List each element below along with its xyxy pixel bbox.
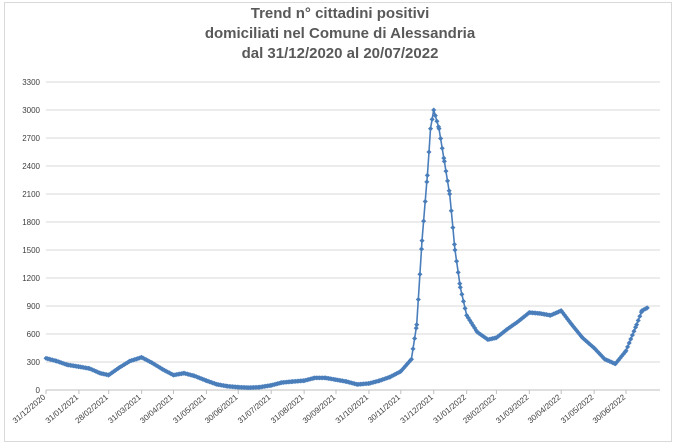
y-tick-label: 600 — [27, 330, 41, 339]
series-path — [45, 109, 648, 389]
data-point — [417, 271, 423, 277]
x-tick-label: 28/02/2022 — [461, 392, 498, 425]
data-point — [426, 149, 432, 155]
data-point — [418, 246, 425, 252]
data-point — [434, 118, 440, 124]
data-point — [457, 284, 463, 290]
data-point — [436, 126, 442, 132]
x-axis: 31/12/202031/01/202128/02/202131/03/2021… — [11, 390, 628, 425]
x-tick-label: 31/07/2021 — [236, 392, 273, 425]
data-point — [431, 107, 437, 113]
data-point — [438, 135, 444, 142]
series-line — [43, 107, 650, 391]
y-tick-label: 2100 — [22, 190, 40, 199]
x-tick-label: 30/04/2021 — [138, 392, 175, 425]
data-point — [421, 218, 427, 224]
data-point — [414, 322, 420, 328]
data-point — [459, 291, 465, 297]
data-point — [443, 168, 449, 174]
x-tick-label: 30/11/2021 — [366, 392, 402, 425]
y-tick-label: 300 — [27, 358, 41, 367]
data-point — [424, 179, 430, 185]
data-point — [635, 317, 641, 324]
data-point — [441, 155, 447, 161]
data-point — [626, 340, 632, 346]
x-tick-label: 31/03/2022 — [494, 392, 531, 425]
data-point — [424, 172, 430, 178]
x-tick-label: 30/06/2022 — [591, 392, 628, 425]
data-point — [460, 298, 467, 304]
data-point — [452, 247, 458, 253]
data-point — [429, 116, 435, 122]
data-point — [408, 356, 414, 362]
chart-title-line-1: Trend n° cittadini positivi — [250, 5, 430, 22]
y-tick-label: 1200 — [22, 274, 40, 283]
y-tick-label: 3000 — [22, 106, 40, 115]
y-axis: 0 300 600 900 1200 1500 1800 2100 2400 2700 3000 33… — [22, 78, 40, 395]
x-tick-label: 31/03/2021 — [106, 392, 143, 425]
x-tick-label: 30/06/2021 — [203, 392, 240, 425]
data-point — [412, 335, 418, 342]
x-tick-label: 31/12/2020 — [11, 392, 48, 425]
data-point — [439, 145, 445, 151]
data-point — [428, 126, 434, 132]
y-tick-label: 900 — [27, 302, 41, 311]
y-tick-label: 2700 — [22, 134, 40, 143]
data-point — [419, 238, 425, 244]
data-point — [413, 325, 419, 331]
y-tick-label: 3300 — [22, 78, 40, 87]
x-tick-label: 30/09/2021 — [301, 392, 338, 425]
x-tick-label: 31/05/2022 — [559, 392, 596, 425]
y-tick-label: 2400 — [22, 162, 40, 171]
x-tick-label: 31/05/2021 — [171, 392, 208, 425]
chart-title-line-3: dal 31/12/2020 al 20/07/2022 — [241, 45, 439, 62]
data-point — [454, 258, 460, 264]
data-point — [451, 241, 457, 247]
grid-lines — [46, 81, 660, 391]
data-point — [447, 191, 453, 197]
data-point — [455, 269, 461, 275]
x-tick-label: 31/12/2021 — [399, 392, 436, 425]
data-point — [623, 348, 629, 354]
data-point — [444, 178, 451, 184]
data-point — [450, 225, 456, 231]
y-tick-label: 1500 — [22, 246, 40, 255]
chart-title-line-2: domiciliati nel Comune di Alessandria — [204, 25, 476, 42]
data-point — [415, 296, 421, 303]
data-point — [637, 313, 643, 319]
y-tick-label: 1800 — [22, 218, 40, 227]
data-point — [441, 158, 447, 164]
y-tick-label: 0 — [36, 386, 41, 395]
data-point — [432, 113, 438, 119]
chart-title: Trend n° cittadini positivi domiciliati … — [0, 4, 680, 64]
x-tick-label: 31/08/2021 — [269, 392, 306, 425]
data-point — [410, 346, 416, 352]
x-tick-label: 28/02/2021 — [73, 392, 110, 425]
data-point — [422, 198, 428, 205]
data-point — [457, 281, 463, 287]
x-tick-label: 31/10/2021 — [334, 392, 371, 425]
data-point — [462, 305, 468, 311]
data-point — [629, 332, 635, 338]
x-tick-label: 30/04/2022 — [526, 392, 563, 425]
data-point — [634, 322, 640, 328]
data-point — [448, 208, 454, 214]
